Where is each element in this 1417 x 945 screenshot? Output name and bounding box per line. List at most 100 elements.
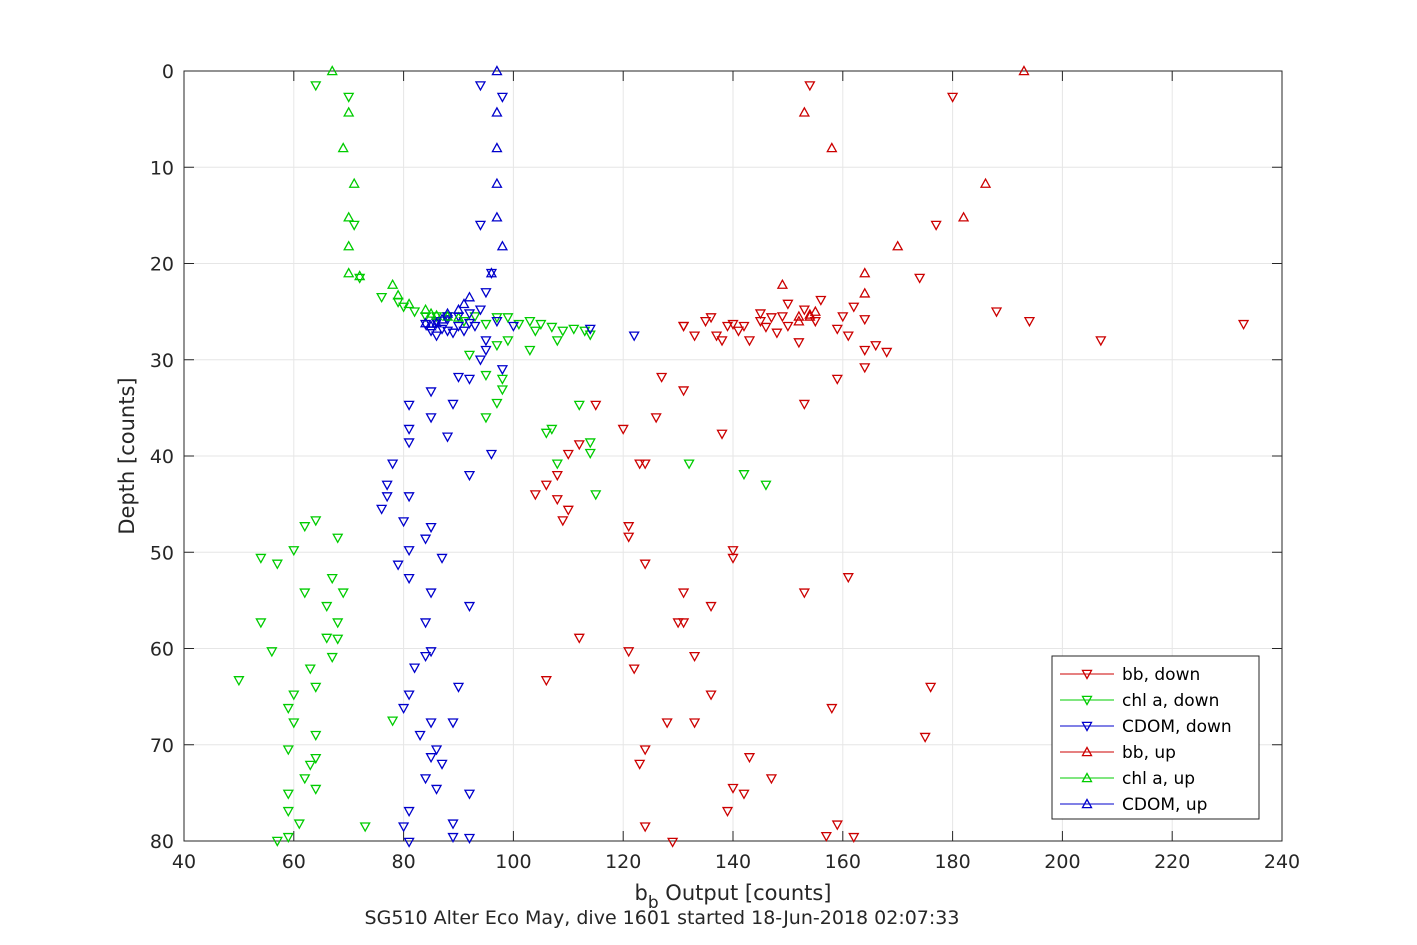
data-point bbox=[480, 336, 492, 347]
data-point bbox=[743, 753, 756, 764]
data-point bbox=[540, 676, 552, 687]
data-point bbox=[282, 832, 294, 843]
data-point bbox=[623, 532, 635, 543]
data-point bbox=[710, 331, 723, 342]
data-point bbox=[463, 470, 476, 482]
data-point bbox=[859, 287, 871, 298]
data-point bbox=[804, 310, 816, 321]
data-point bbox=[337, 588, 349, 599]
data-point bbox=[793, 315, 805, 326]
data-point bbox=[392, 289, 404, 300]
data-point bbox=[425, 307, 437, 318]
data-point bbox=[990, 307, 1003, 318]
data-point bbox=[271, 836, 283, 847]
legend-marker bbox=[1081, 721, 1093, 732]
data-point bbox=[502, 313, 514, 324]
data-point bbox=[387, 716, 399, 727]
data-point bbox=[255, 618, 267, 629]
data-point bbox=[321, 601, 333, 612]
data-point bbox=[743, 336, 756, 347]
data-point bbox=[463, 350, 476, 361]
data-point bbox=[765, 774, 778, 785]
data-point bbox=[419, 774, 432, 785]
legend-marker bbox=[1081, 772, 1093, 783]
data-point bbox=[639, 745, 651, 756]
data-point bbox=[617, 424, 629, 435]
series-5 bbox=[419, 65, 509, 331]
data-point bbox=[639, 459, 651, 470]
data-point bbox=[403, 424, 415, 435]
data-point bbox=[469, 312, 481, 323]
series-4 bbox=[326, 65, 465, 322]
data-point bbox=[299, 522, 311, 533]
data-point bbox=[447, 399, 459, 410]
legend-label: bb, up bbox=[1122, 743, 1176, 763]
data-point bbox=[754, 309, 767, 320]
data-point bbox=[430, 745, 443, 756]
data-point bbox=[562, 505, 574, 516]
data-point bbox=[815, 295, 827, 306]
data-point bbox=[688, 651, 701, 663]
x-axis-title-subscript: b bbox=[648, 893, 659, 913]
data-point bbox=[474, 220, 487, 231]
data-point bbox=[288, 546, 300, 557]
data-point bbox=[859, 363, 871, 374]
data-point bbox=[551, 459, 563, 470]
data-point bbox=[430, 317, 443, 328]
data-point bbox=[343, 240, 355, 251]
data-point bbox=[688, 331, 701, 342]
data-point bbox=[480, 413, 492, 424]
x-tick-label: 200 bbox=[1044, 851, 1080, 873]
data-point bbox=[524, 316, 536, 328]
footer-caption: SG510 Alter Eco May, dive 1601 started 1… bbox=[365, 907, 960, 929]
data-point bbox=[798, 399, 810, 410]
data-point bbox=[387, 459, 399, 470]
data-point bbox=[776, 312, 789, 323]
data-point bbox=[299, 588, 311, 599]
data-point bbox=[480, 345, 492, 356]
data-point bbox=[661, 718, 673, 729]
data-point bbox=[584, 330, 596, 341]
data-point bbox=[551, 470, 563, 482]
data-point bbox=[419, 651, 432, 663]
data-point bbox=[436, 324, 448, 335]
series-0 bbox=[529, 81, 1250, 848]
data-point bbox=[419, 303, 432, 314]
data-point bbox=[590, 490, 602, 501]
data-point bbox=[485, 267, 498, 278]
data-point bbox=[474, 355, 487, 366]
data-point bbox=[650, 413, 662, 424]
y-tick-label: 70 bbox=[150, 735, 174, 757]
data-point bbox=[623, 522, 635, 533]
data-point bbox=[480, 319, 492, 330]
data-point bbox=[458, 326, 470, 337]
data-point bbox=[463, 789, 476, 800]
data-point bbox=[639, 559, 651, 570]
data-point bbox=[705, 690, 717, 701]
data-point bbox=[584, 324, 596, 335]
y-tick-label: 40 bbox=[150, 446, 174, 468]
data-point bbox=[348, 177, 360, 188]
legend-marker bbox=[1081, 695, 1093, 706]
data-point bbox=[474, 305, 487, 316]
legend-marker bbox=[1081, 669, 1093, 680]
data-point bbox=[469, 321, 481, 332]
data-point bbox=[293, 819, 305, 830]
data-point bbox=[463, 601, 476, 612]
data-point bbox=[447, 718, 459, 729]
x-tick-label: 40 bbox=[172, 851, 196, 873]
data-markers bbox=[233, 65, 1250, 848]
data-point bbox=[447, 328, 459, 339]
x-ticks: 40 60 80 100 120 140 160 180 200 220 240 bbox=[172, 71, 1300, 873]
data-point bbox=[376, 292, 388, 304]
data-point bbox=[436, 759, 448, 770]
data-point bbox=[837, 312, 849, 323]
data-point bbox=[282, 703, 294, 715]
data-point bbox=[430, 331, 443, 342]
data-point bbox=[381, 480, 393, 491]
data-point bbox=[430, 784, 443, 795]
data-point bbox=[447, 832, 459, 843]
data-point bbox=[568, 324, 580, 335]
data-point bbox=[688, 718, 701, 729]
data-point bbox=[738, 321, 750, 332]
